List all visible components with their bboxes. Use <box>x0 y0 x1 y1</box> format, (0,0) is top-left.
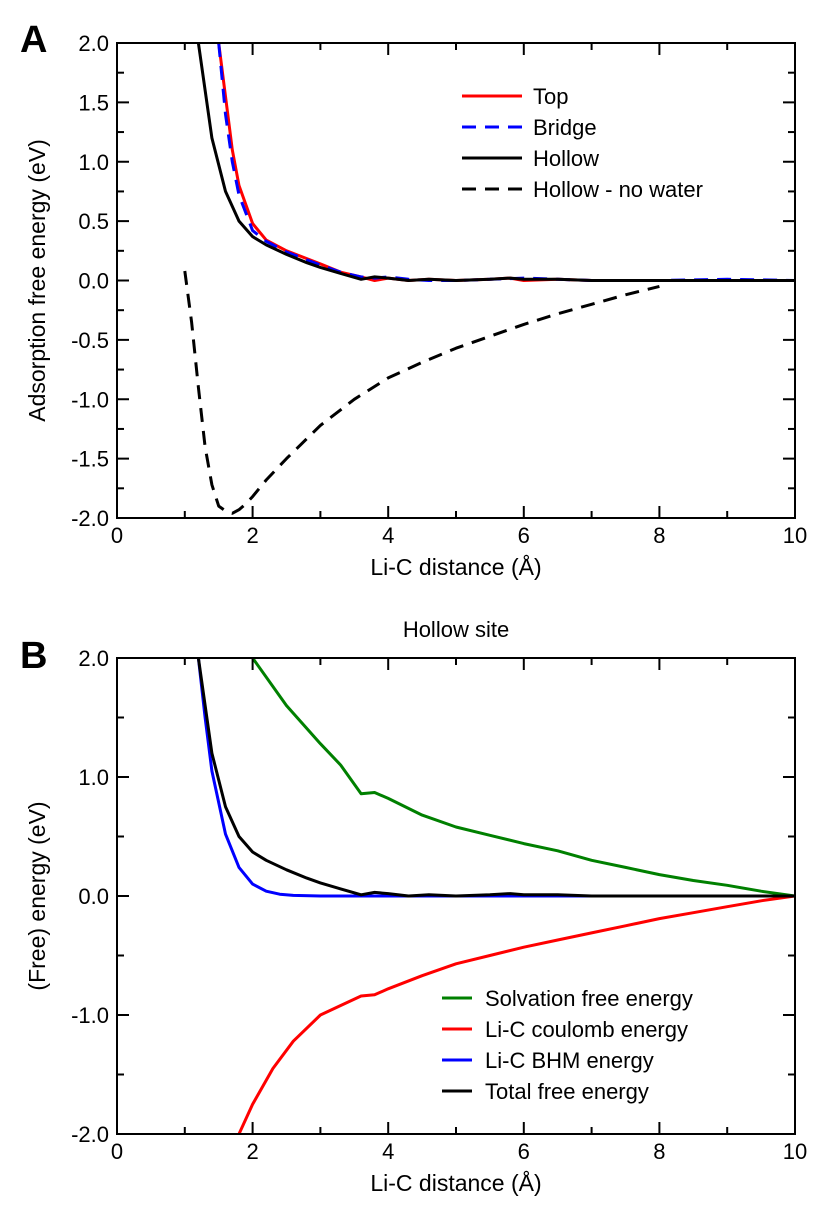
legend-label: Bridge <box>533 115 597 140</box>
x-tick-label: 10 <box>783 1139 807 1164</box>
y-axis-label: (Free) energy (eV) <box>24 801 50 990</box>
chart-title: Hollow site <box>403 617 509 642</box>
legend-label: Hollow - no water <box>533 177 703 202</box>
legend-label: Total free energy <box>485 1079 649 1104</box>
x-tick-label: 6 <box>518 523 530 548</box>
y-tick-label: 0.0 <box>78 884 109 909</box>
legend-label: Li-C coulomb energy <box>485 1017 688 1042</box>
legend-label: Li-C BHM energy <box>485 1048 654 1073</box>
x-tick-label: 6 <box>518 1139 530 1164</box>
x-tick-label: 2 <box>246 523 258 548</box>
chart-panel-a: A 0 2 4 6 8 10 2.0 1.5 1.0 0.5 0.0 -0.5 -1.0 -1.5 -2.0 L… <box>20 19 807 580</box>
panel-letter: B <box>20 635 47 677</box>
y-tick-label: -2.0 <box>71 506 109 531</box>
legend: Solvation free energy Li-C coulomb energy… <box>442 986 693 1104</box>
legend-label: Solvation free energy <box>485 986 693 1011</box>
y-axis-label: Adsorption free energy (eV) <box>24 139 50 422</box>
x-axis-label: Li-C distance (Å) <box>370 553 541 580</box>
legend-label: Top <box>533 84 568 109</box>
series-line-total-free-energy <box>196 658 795 898</box>
y-tick-label: 2.0 <box>78 31 109 56</box>
x-tick-label: 2 <box>246 1139 258 1164</box>
series-line-hollow <box>196 43 795 282</box>
x-tick-label: 0 <box>111 523 123 548</box>
y-tick-label: 0.0 <box>78 269 109 294</box>
series-line-bridge <box>217 43 795 282</box>
legend: Top Bridge Hollow Hollow - no water <box>462 84 703 202</box>
x-axis-label: Li-C distance (Å) <box>370 1169 541 1196</box>
y-tick-label: 1.0 <box>78 150 109 175</box>
series-line-top <box>217 43 795 282</box>
panel-letter: A <box>20 19 47 61</box>
y-tick-label: -2.0 <box>71 1122 109 1147</box>
x-tick-label: 0 <box>111 1139 123 1164</box>
series-line-li-c-bhm-energy <box>196 658 795 898</box>
chart-panel-b: B Hollow site 0 2 4 6 8 10 2.0 1.0 0.0 -1.0 -2.0 Li-C… <box>20 617 807 1196</box>
x-tick-label: 10 <box>783 523 807 548</box>
legend-label: Hollow <box>533 146 599 171</box>
x-tick-label: 8 <box>653 1139 665 1164</box>
x-tick-label: 4 <box>382 1139 394 1164</box>
y-tick-label: -1.5 <box>71 447 109 472</box>
x-tick-label: 8 <box>653 523 665 548</box>
y-tick-label: 0.5 <box>78 209 109 234</box>
y-tick-label: 1.0 <box>78 765 109 790</box>
y-tick-label: -1.0 <box>71 387 109 412</box>
x-tick-label: 4 <box>382 523 394 548</box>
y-tick-label: 2.0 <box>78 646 109 671</box>
y-tick-label: -0.5 <box>71 328 109 353</box>
series-line-solvation-free-energy <box>251 658 795 898</box>
series-line-li-c-coulomb-energy <box>237 894 795 1134</box>
y-tick-label: -1.0 <box>71 1003 109 1028</box>
series-line-hollow-no-water <box>183 270 660 515</box>
y-tick-label: 1.5 <box>78 90 109 115</box>
